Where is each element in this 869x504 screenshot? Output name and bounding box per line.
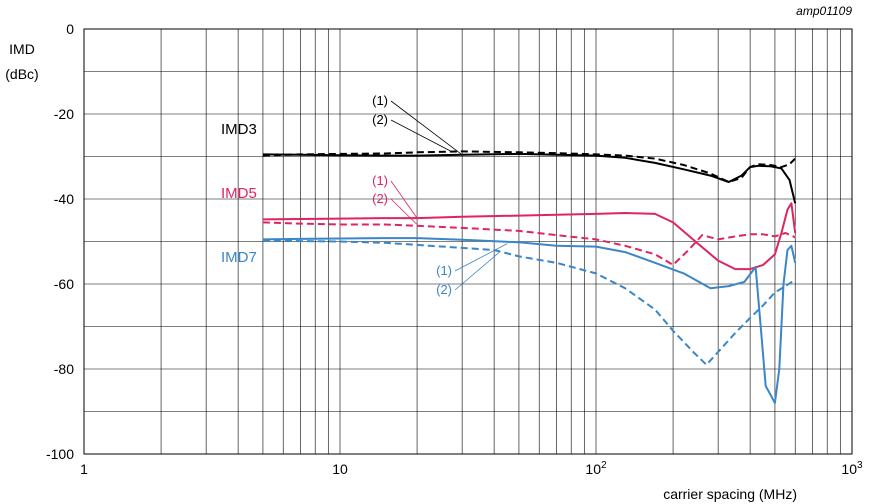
callout-label-1: (1) [372,173,388,188]
callout-label-2: (2) [436,282,452,297]
series-line-imd5-1 [262,202,797,271]
annotations: IMD3 IMD5 IMD7 (1) (2) (1) (2) (1) (2) [221,93,508,297]
figure-id: amp01109 [796,4,852,18]
plot-frame [83,28,853,455]
x-tick-label: 10 [332,461,348,477]
y-tick-label: 0 [66,21,74,37]
y-tick-label: -100 [46,446,74,462]
y-tick-label: -60 [54,276,74,292]
x-tick-label: 102 [585,460,607,477]
series-line-imd7-1 [262,237,797,404]
callout-label-1: (1) [372,93,388,108]
callout-leader-1 [390,180,418,219]
callout-label-2: (2) [372,112,388,127]
y-axis-title-line2: (dBc) [5,66,38,82]
x-axis-title: carrier spacing (MHz) [663,486,797,502]
callout-leader-1 [454,243,508,272]
series-label-imd3: IMD3 [221,121,257,138]
y-axis-title-line1: IMD [9,41,35,57]
series-line-imd3-2 [262,150,796,183]
series-label-imd7: IMD7 [221,249,257,266]
y-tick-label: -20 [54,106,74,122]
series-label-imd5: IMD5 [221,185,257,202]
series-line-imd5-2 [262,221,796,266]
x-tick-label: 103 [841,460,863,477]
x-tick-label: 1 [80,461,88,477]
y-tick-label: -80 [54,361,74,377]
callout-leader-2 [390,198,418,225]
series-layer [262,150,797,404]
tick-labels: 0 -20 -40 -60 -80 -100 1 10 102 103 [46,21,863,477]
grid [83,28,853,455]
callout-leader-2 [390,119,451,152]
callout-leader-1 [390,100,463,156]
series-line-imd3-1 [262,152,797,204]
callout-label-2: (2) [372,191,388,206]
series-line-imd7-2 [262,239,796,366]
callout-label-1: (1) [436,263,452,278]
y-tick-label: -40 [54,191,74,207]
callout-leader-2 [454,251,500,291]
